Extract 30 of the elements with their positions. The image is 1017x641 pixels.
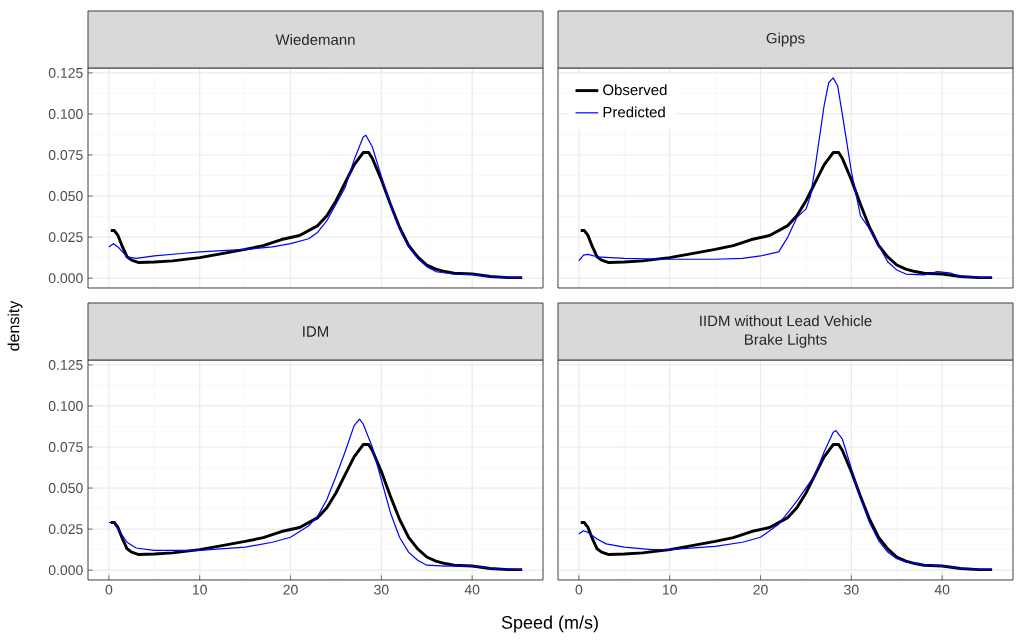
y-tick-label: 0.025 — [48, 524, 83, 535]
y-tick-label: 0.075 — [48, 150, 83, 160]
x-tick-label: 40 — [464, 584, 480, 595]
y-tick-label: 0.075 — [48, 442, 83, 452]
y-tick-label: 0.100 — [48, 109, 83, 119]
y-tick-label: 0.050 — [48, 191, 83, 202]
y-tick-label: 0.050 — [48, 483, 83, 494]
y-tick-label: 0.125 — [48, 67, 83, 78]
x-tick-label: 30 — [374, 584, 389, 595]
legend-label: Predicted — [603, 106, 665, 118]
chart-title: IDM — [303, 326, 329, 337]
x-tick-label: 40 — [934, 584, 950, 595]
x-axis-title: Speed (m/s) — [501, 615, 598, 633]
chart-title: Gipps — [766, 32, 805, 47]
chart-title: IIDM without Lead Vehicle Brake Lights — [700, 315, 872, 348]
y-tick-label: 0.000 — [48, 565, 83, 576]
y-tick-label: 0.125 — [48, 359, 83, 370]
y-tick-label: 0.025 — [48, 232, 83, 243]
y-axis-title: density — [7, 300, 23, 351]
x-tick-label: 0 — [105, 584, 113, 595]
chart-title: Wiedemann — [275, 33, 355, 45]
x-tick-label: 10 — [192, 584, 207, 595]
y-tick-label: 0.000 — [48, 273, 83, 284]
x-tick-label: 10 — [662, 584, 677, 595]
x-tick-label: 0 — [575, 584, 583, 595]
legend-label: Observed — [603, 84, 667, 96]
x-tick-label: 20 — [753, 584, 768, 595]
x-tick-label: 20 — [283, 584, 298, 595]
y-tick-label: 0.100 — [48, 401, 83, 411]
x-tick-label: 30 — [844, 584, 859, 595]
